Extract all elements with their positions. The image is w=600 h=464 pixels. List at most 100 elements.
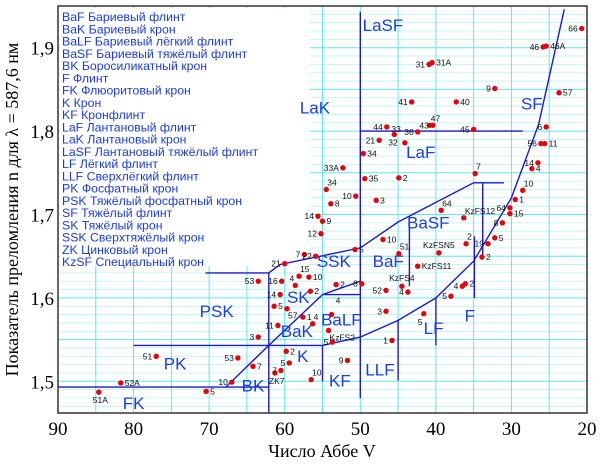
legend-item: K Крон <box>62 96 101 110</box>
data-point <box>308 376 314 383</box>
data-point-label: 5 <box>324 337 329 347</box>
data-point <box>352 246 358 253</box>
region-boundaries <box>58 9 565 413</box>
data-point <box>383 287 389 294</box>
y-tick-label: 1,6 <box>30 289 54 310</box>
data-point <box>360 150 367 157</box>
data-point-label: 56 <box>527 139 537 149</box>
data-point-label: 4 <box>454 281 459 291</box>
x-axis-ticks: 90 80 70 60 50 40 30 20 <box>49 419 597 440</box>
data-point <box>520 187 526 194</box>
data-point <box>296 273 302 279</box>
data-point-label: 22 <box>302 251 312 261</box>
data-point <box>353 193 359 199</box>
data-point <box>429 60 435 66</box>
data-point-label: 64 <box>496 203 506 213</box>
region-label-fk: FK <box>123 394 145 413</box>
data-point-label: 34 <box>327 177 337 187</box>
data-point <box>300 314 306 320</box>
data-point <box>415 129 421 135</box>
data-point-label: 21 <box>366 135 376 145</box>
y-tick-label: 1,5 <box>30 372 54 393</box>
data-point <box>383 308 389 314</box>
data-point-label: 14 <box>304 211 314 221</box>
data-point-label: 8 <box>335 199 340 209</box>
y-tick-label: 1,9 <box>30 39 54 60</box>
data-point-label: 33 <box>391 124 401 134</box>
data-point-label: 10 <box>218 377 228 387</box>
legend-item: ZK Цинковый крон <box>62 243 168 257</box>
data-point-label: 7 <box>476 162 481 172</box>
data-point <box>463 240 469 247</box>
data-point-label: KzFS12 <box>465 206 496 216</box>
x-tick-label: 90 <box>49 419 68 440</box>
region-label-laf: LaF <box>406 143 435 162</box>
data-point-label: KzFS4 <box>389 273 415 283</box>
x-tick-label: 60 <box>275 419 294 440</box>
data-point-label: 2 <box>467 232 472 242</box>
region-label-baf: BaF <box>373 252 404 271</box>
data-point <box>535 160 541 166</box>
data-point-label: 34 <box>367 149 377 159</box>
data-point <box>556 90 562 96</box>
legend-item: PK Фосфатный крон <box>62 182 178 196</box>
data-point-label: 7 <box>257 361 262 371</box>
data-point-label: 40 <box>460 97 470 107</box>
data-point <box>543 43 549 49</box>
data-point-label: 5 <box>442 291 447 301</box>
data-point-label: 51 <box>143 351 153 361</box>
data-point-label: 46 <box>530 42 540 52</box>
data-point <box>312 253 319 259</box>
data-point <box>307 288 314 294</box>
data-point-label: 5 <box>210 386 215 396</box>
data-point <box>492 235 498 241</box>
data-point <box>389 337 395 344</box>
data-point-label: 2 <box>314 286 319 296</box>
data-point-label: 4 <box>314 312 319 322</box>
legend-item: LLF Сверхлёгкий флинт <box>62 169 199 183</box>
region-label-pk: PK <box>164 355 187 374</box>
legend-item: KF Кронфлинт <box>62 108 145 122</box>
data-point-label: 2 <box>469 279 474 289</box>
data-point <box>461 215 467 221</box>
data-point-label: 52 <box>373 285 383 295</box>
data-point-label: 2 <box>290 346 295 356</box>
data-point <box>344 357 351 364</box>
data-point-label: 15 <box>300 264 310 274</box>
y-axis-ticks: 1,5 1,6 1,7 1,8 1,9 <box>30 39 54 394</box>
data-point-label: 8 <box>494 218 499 228</box>
data-point-label: 57 <box>563 88 573 98</box>
data-point <box>271 303 277 309</box>
data-point-label: 10 <box>313 272 323 282</box>
data-point-label: 5 <box>418 317 423 327</box>
data-point <box>255 278 261 284</box>
data-point <box>376 137 382 143</box>
region-label-lasf: LaSF <box>363 16 404 35</box>
data-point <box>380 236 386 243</box>
data-point <box>275 322 281 329</box>
data-point-label: 1 <box>383 335 388 345</box>
data-point-label: 8 <box>353 279 358 289</box>
legend-item: SSK Сверхтяжёлый крон <box>62 231 204 245</box>
data-point <box>408 99 415 105</box>
data-point <box>405 289 411 295</box>
data-point <box>396 175 402 181</box>
data-point-label: 2 <box>340 280 345 290</box>
data-point-label: 7 <box>272 365 277 375</box>
legend-item: SK Тяжёлый крон <box>62 218 163 232</box>
data-point-label: 51 <box>400 242 410 252</box>
data-point-label: 11 <box>265 320 274 330</box>
data-point-label: 52A <box>125 378 140 388</box>
region-label-llf: LLF <box>365 360 394 379</box>
data-point-label: 44 <box>373 122 383 132</box>
data-point-label: KzFS11 <box>422 261 452 271</box>
region-label-kf: KF <box>329 371 351 390</box>
data-point-label: 10 <box>524 178 534 188</box>
data-point <box>472 170 478 177</box>
data-point <box>277 291 283 298</box>
data-point-label: 36 <box>404 127 414 137</box>
data-point <box>373 197 379 204</box>
data-point <box>399 283 405 289</box>
data-point <box>479 254 485 260</box>
region-labels: LaSF LaK LaF SF BaSF SSK BaF SK PSK BaLF BaK K LF F PK… <box>123 16 543 413</box>
